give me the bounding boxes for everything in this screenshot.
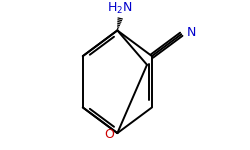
Text: $\mathregular{H_2N}$: $\mathregular{H_2N}$ xyxy=(108,1,133,16)
Text: O: O xyxy=(104,128,114,141)
Text: N: N xyxy=(187,26,196,39)
